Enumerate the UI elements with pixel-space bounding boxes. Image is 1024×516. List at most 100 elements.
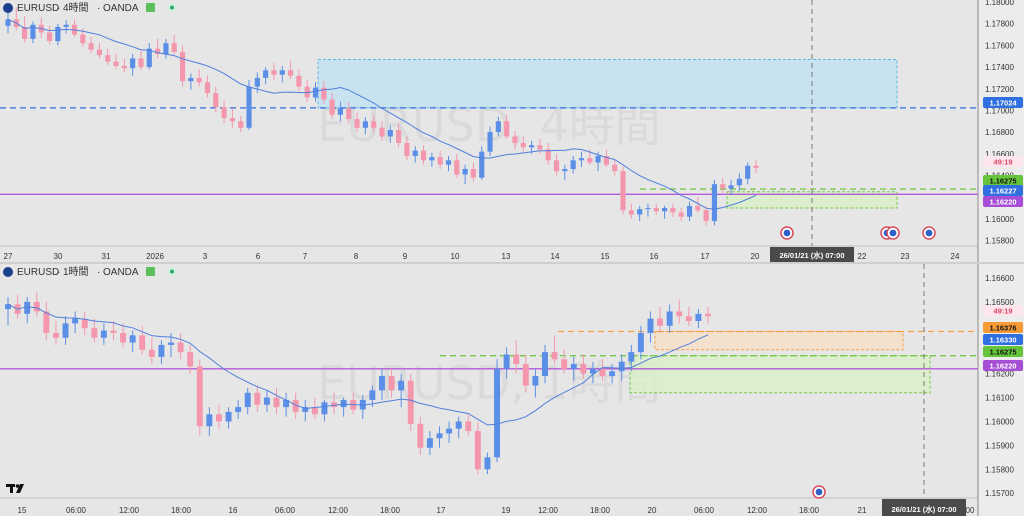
moving-average-line: [7, 18, 757, 210]
candle-body: [666, 311, 673, 326]
candle: [229, 108, 235, 128]
candle: [429, 152, 435, 167]
candle: [404, 136, 410, 161]
event-flag-icon: [783, 229, 791, 237]
candle-body: [369, 390, 376, 400]
candle: [238, 115, 244, 133]
candle-body: [580, 364, 587, 374]
panel-4h: EURUSD, 4時間1.180001.178001.176001.174001…: [0, 0, 1024, 262]
candle-body: [302, 407, 309, 412]
candle-body: [645, 208, 651, 210]
candle: [484, 452, 491, 475]
candle: [455, 416, 462, 439]
candle: [609, 364, 616, 384]
candle-body: [196, 77, 202, 83]
candle: [72, 311, 79, 333]
candle: [179, 45, 186, 87]
candle: [589, 361, 596, 384]
timeframe-label[interactable]: 4時間: [63, 2, 89, 14]
price-label-text: 1.16330: [989, 336, 1016, 345]
candle: [520, 136, 526, 152]
candle: [728, 179, 734, 196]
candle: [407, 373, 414, 432]
candle: [479, 146, 485, 180]
candle: [465, 414, 472, 436]
candle: [685, 306, 692, 326]
candle-body: [618, 361, 625, 372]
candle-body: [695, 313, 702, 322]
zone-box[interactable]: [317, 58, 898, 109]
x-tick-label: 16: [650, 252, 659, 261]
candle: [213, 86, 219, 113]
x-tick-label: 06:00: [66, 506, 87, 515]
candle: [129, 330, 136, 353]
candle-body: [417, 423, 424, 448]
time-marker-label: 26/01/21 (水) 07:00: [779, 250, 844, 260]
candle: [30, 21, 36, 44]
candle: [551, 335, 558, 365]
candle-body: [495, 121, 501, 133]
symbol-name[interactable]: EURUSD: [17, 267, 59, 278]
candle: [5, 297, 11, 326]
price-label-badge: [983, 305, 1023, 316]
candle-body: [753, 165, 759, 168]
candle-body: [155, 48, 161, 55]
candle-body: [462, 169, 468, 175]
candle-body: [179, 51, 186, 82]
candle-body: [206, 414, 213, 427]
candle: [436, 426, 443, 448]
x-tick-label: 20: [751, 252, 760, 261]
candle-body: [637, 209, 643, 215]
candle: [504, 114, 510, 139]
x-tick-label: 27: [4, 252, 13, 261]
candle: [545, 142, 551, 165]
candle-body: [63, 24, 69, 27]
candle: [312, 82, 319, 102]
candle: [462, 164, 468, 185]
y-tick-label: 1.17000: [985, 106, 1014, 115]
candle-body: [705, 313, 711, 317]
separator: ·: [97, 267, 100, 278]
y-tick-label: 1.15800: [985, 237, 1014, 246]
candle-body: [412, 150, 418, 156]
panel-divider[interactable]: [0, 262, 1024, 264]
symbol-name[interactable]: EURUSD: [17, 3, 59, 14]
candle-body: [263, 397, 270, 405]
candle-body: [24, 301, 31, 314]
candle-body: [695, 205, 701, 211]
candle-body: [229, 118, 235, 122]
status-dot-inner-icon: [170, 5, 174, 10]
timeframe-label[interactable]: 1時間: [63, 266, 89, 278]
candle-body: [215, 414, 222, 422]
candle: [46, 25, 53, 45]
candle-body: [379, 127, 385, 137]
candle-body: [187, 352, 194, 367]
candle: [470, 162, 476, 183]
price-label-text: 49:19: [993, 158, 1012, 167]
candle-body: [662, 208, 668, 212]
time-marker-badge: [770, 247, 854, 262]
candle: [204, 75, 211, 98]
plot-background: [0, 0, 978, 262]
candle-body: [387, 129, 393, 137]
candle-body: [273, 397, 280, 408]
candle-body: [346, 108, 352, 120]
candle: [63, 20, 69, 34]
candle-body: [728, 185, 734, 189]
candle: [387, 125, 393, 143]
y-tick-label: 1.16100: [985, 394, 1014, 403]
candle-body: [139, 335, 146, 350]
candle-body: [110, 330, 117, 333]
x-tick-label: 24: [951, 252, 960, 261]
price-label-badge: [983, 196, 1023, 207]
broker-label: OANDA: [103, 3, 139, 14]
zone-box[interactable]: [629, 355, 931, 394]
candle-body: [553, 160, 560, 172]
candle-body: [91, 328, 98, 338]
separator: ·: [57, 267, 60, 278]
candle-body: [503, 354, 510, 369]
symbol-flag-icon: [3, 267, 13, 277]
candle: [163, 38, 169, 59]
zone-box[interactable]: [654, 331, 904, 351]
candle: [105, 48, 111, 65]
